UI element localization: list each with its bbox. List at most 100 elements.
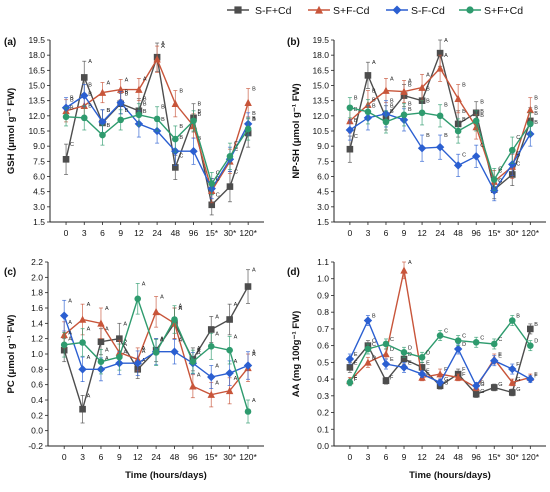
significance-letter: B	[426, 133, 430, 139]
significance-letter: A	[215, 380, 219, 386]
x-tick-label: 0	[348, 452, 353, 462]
significance-letter: A	[390, 76, 394, 82]
data-point	[207, 343, 215, 350]
significance-letter: B	[88, 82, 92, 88]
data-point	[60, 341, 68, 349]
data-point	[98, 117, 107, 127]
significance-letter: G	[480, 382, 484, 388]
data-point	[400, 87, 408, 95]
significance-letter: B	[179, 124, 183, 130]
significance-letter: G	[516, 377, 520, 383]
significance-letter: C	[444, 329, 448, 335]
data-point	[435, 378, 445, 387]
x-tick-label: 12	[417, 228, 427, 238]
significance-letter: A	[197, 346, 201, 352]
data-point	[226, 183, 234, 190]
data-point	[399, 363, 409, 372]
data-point	[364, 72, 372, 79]
data-point	[382, 340, 390, 348]
y-tick-label: 7.5	[317, 156, 329, 166]
significance-letter: A	[160, 337, 164, 343]
significance-letter: G	[516, 387, 520, 393]
data-point	[243, 361, 253, 370]
data-point	[382, 118, 390, 126]
data-point	[418, 83, 426, 91]
data-point	[207, 390, 215, 398]
significance-letter: D	[390, 347, 394, 353]
data-point	[436, 64, 444, 72]
significance-letter: A	[252, 268, 256, 274]
data-point	[116, 85, 125, 93]
x-tick-label: 96	[471, 228, 481, 238]
data-point	[62, 113, 70, 121]
legend-marker	[315, 5, 323, 14]
y-tick-label: 0.5	[317, 357, 329, 367]
data-point	[435, 142, 445, 152]
significance-letter: E	[426, 360, 430, 366]
x-tick-label: 9	[118, 228, 123, 238]
significance-letter: B	[88, 104, 92, 110]
data-point	[117, 116, 124, 124]
data-point	[226, 152, 234, 160]
significance-letter: B	[198, 112, 202, 118]
data-point	[152, 307, 160, 316]
significance-letter: B	[462, 117, 466, 123]
significance-letter: G	[480, 389, 484, 395]
significance-letter: D	[408, 352, 412, 358]
x-tick-label: 6	[100, 228, 105, 238]
data-point	[244, 98, 252, 106]
data-point	[400, 349, 408, 356]
significance-letter: B	[444, 103, 448, 109]
y-axis-title: NP-SH (μmol g⁻¹ FW)	[291, 83, 302, 178]
significance-letter: A	[68, 337, 72, 343]
significance-letter: C	[372, 339, 376, 345]
y-tick-label: 1.4	[31, 318, 43, 328]
y-tick-label: 1.6	[31, 303, 43, 313]
legend-marker	[234, 6, 242, 14]
significance-letter: A	[123, 350, 127, 356]
data-point	[78, 365, 87, 374]
significance-letter: B	[125, 108, 129, 114]
x-tick-label: 6	[99, 452, 104, 462]
significance-letter: B	[372, 89, 376, 95]
significance-letter: B	[143, 109, 147, 115]
y-tick-label: 12.0	[28, 111, 45, 121]
y-tick-label: 16.5	[28, 65, 45, 75]
significance-letter: B	[390, 104, 394, 110]
significance-letter: A	[125, 77, 129, 83]
x-tick-label: 12	[417, 452, 427, 462]
data-point	[436, 49, 444, 57]
y-tick-label: 0.8	[31, 364, 43, 374]
panel-c: -0.2 0.0 0.2 0.4 0.6 0.8 1.0 1.2 1.4 1.6 1.8 2.0 2.2…	[4, 257, 264, 481]
data-point	[133, 359, 142, 368]
y-tick-label: 2.2	[31, 257, 43, 267]
data-point	[454, 337, 462, 344]
significance-letter: A	[160, 337, 164, 343]
significance-letter: A	[426, 72, 430, 78]
data-point	[98, 88, 107, 96]
y-tick-label: 0.6	[317, 341, 329, 351]
y-axis-title: GSH (μmol g⁻¹ FW)	[6, 88, 17, 174]
data-point	[490, 340, 498, 348]
y-tick-label: 0.1	[317, 424, 329, 434]
data-point	[453, 161, 463, 170]
significance-letter: E	[498, 352, 502, 358]
x-tick-label: 48	[453, 228, 463, 238]
y-tick-label: 15.0	[28, 81, 45, 91]
legend-label: S+F+Cd	[484, 5, 523, 17]
data-point	[527, 342, 534, 349]
significance-letter: B	[354, 96, 358, 102]
y-tick-label: 1.0	[31, 349, 43, 359]
significance-letter: B	[106, 123, 110, 129]
significance-letter: B	[125, 90, 129, 96]
y-tick-label: 3.0	[317, 202, 329, 212]
significance-letter: A	[197, 373, 201, 379]
significance-letter: A	[142, 358, 146, 364]
significance-letter: C	[498, 179, 502, 185]
significance-letter: B	[480, 100, 484, 106]
x-tick-label: 120*	[239, 452, 257, 462]
data-point	[471, 152, 481, 161]
x-tick-label: 30*	[223, 452, 236, 462]
